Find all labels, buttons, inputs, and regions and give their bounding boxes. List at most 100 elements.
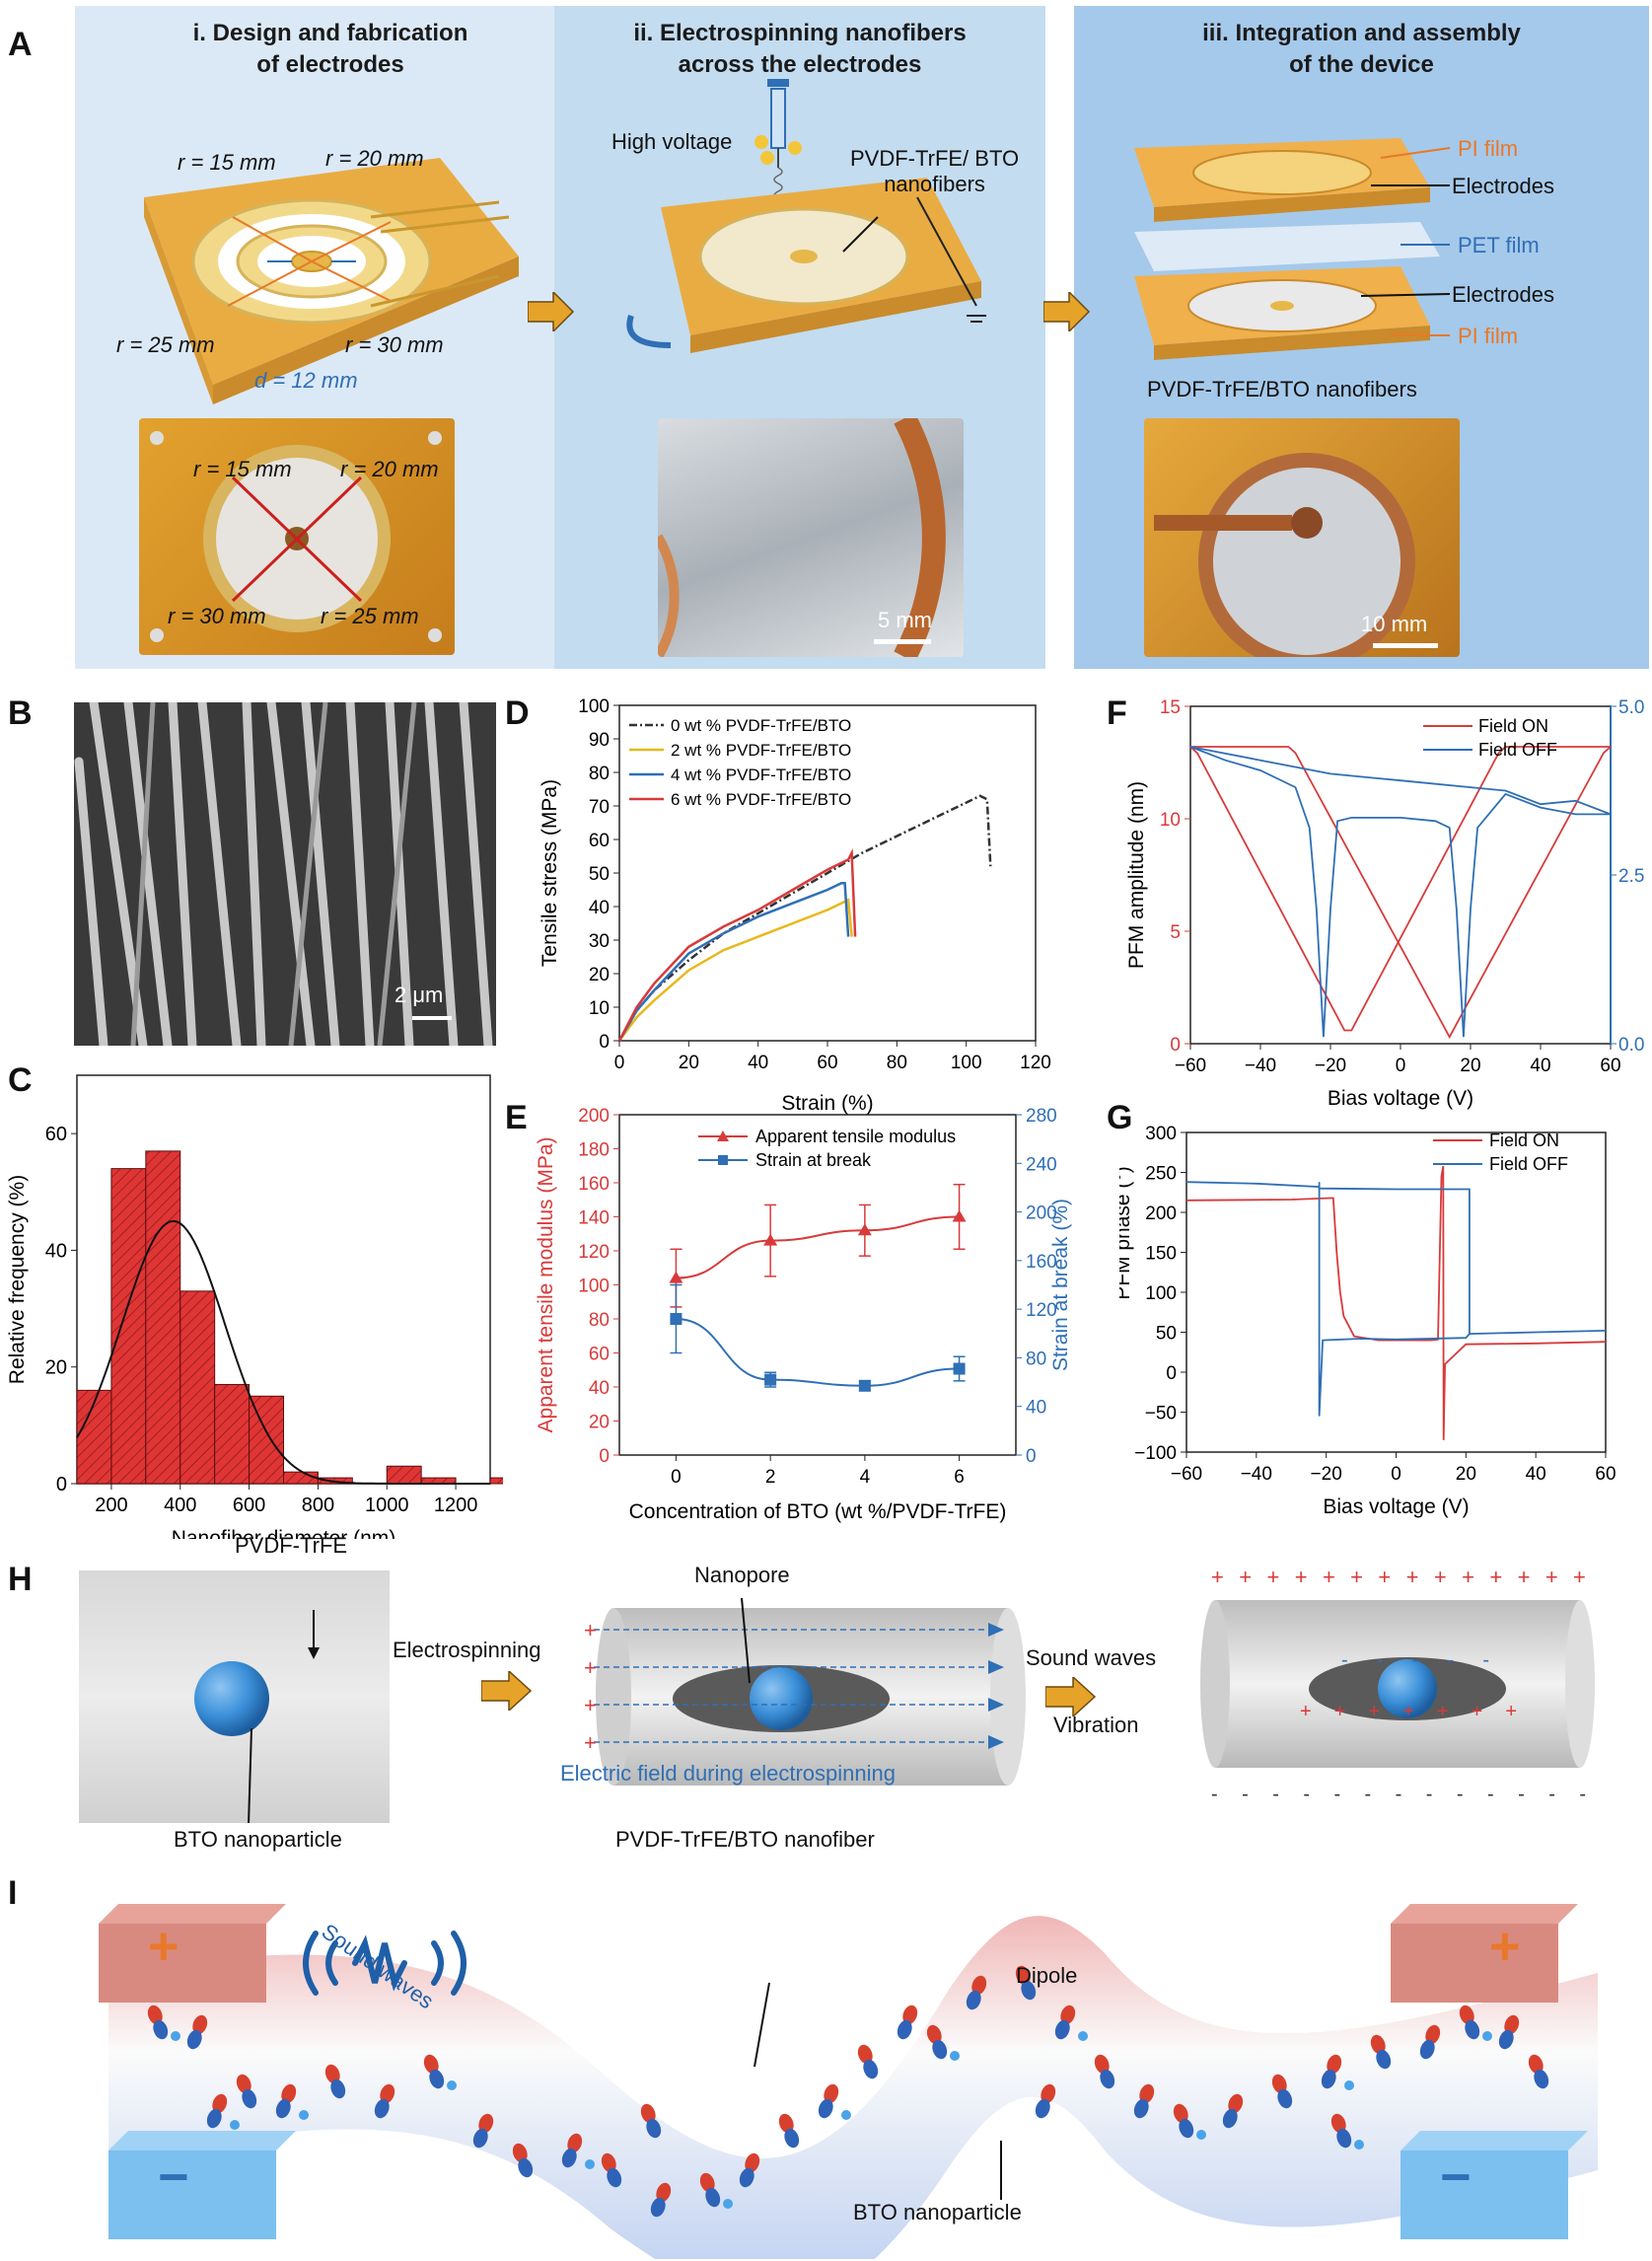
dipole <box>897 2005 918 2040</box>
charge-minus: - <box>1486 1784 1494 1805</box>
cylinder-end-right <box>990 1608 1026 1786</box>
substrate-edge <box>144 197 213 404</box>
assembly-illustration <box>1134 138 1440 360</box>
dipole <box>561 2133 583 2168</box>
stage-1-title: i. Design and fabrication of electrodes <box>192 20 468 78</box>
dipole-positive-end <box>1370 2034 1386 2055</box>
label-electrodes-bottom: Electrodes <box>1452 282 1554 307</box>
pointer-pi-top <box>1380 147 1451 159</box>
label-r30: r = 30 mm <box>345 332 444 357</box>
label-electrodes-top: Electrodes <box>1452 174 1554 198</box>
dipole-negative-end <box>818 2098 833 2119</box>
dipole-positive-end <box>423 2054 439 2075</box>
label-pi-film-bottom: PI film <box>1458 324 1519 348</box>
bto-particle <box>171 2031 180 2041</box>
pore-charge-plus: + <box>1333 1701 1346 1722</box>
label-nanofiber: PVDF-TrFE/BTO nanofiber <box>615 1827 875 1852</box>
device-lead <box>1154 515 1292 531</box>
rotation-arrow <box>626 315 672 348</box>
dipole <box>926 2024 948 2060</box>
charge-plus: + <box>1211 1565 1224 1589</box>
device-photo-drawing <box>1154 453 1415 657</box>
legend-marker <box>718 1155 728 1165</box>
y-left-tick-label: 200 <box>578 1106 610 1127</box>
dipole-negative-end <box>1100 2069 1115 2089</box>
dipole-negative-end <box>206 2108 222 2129</box>
y-right-tick-label: 280 <box>1026 1106 1057 1127</box>
charge-plus: + <box>1405 1565 1419 1589</box>
process-arrow-1 <box>528 292 575 331</box>
dipole <box>699 2172 721 2208</box>
dipole <box>1459 2005 1480 2040</box>
nanofiber-cylinder <box>594 1597 1026 1786</box>
dipole-positive-end <box>478 2113 494 2134</box>
top-electrodes <box>1192 150 1372 195</box>
dipole-positive-end <box>192 2014 208 2035</box>
wavy-fiber <box>108 1916 1598 2259</box>
y-tick-label: 50 <box>1156 1324 1177 1345</box>
dipole-negative-end <box>330 2079 346 2099</box>
dipole-positive-end <box>1528 2054 1544 2075</box>
x-tick-label: −60 <box>1171 1464 1202 1485</box>
dipole-negative-end <box>1133 2098 1149 2119</box>
x-axis-label: Nanofiber diameter (nm) <box>172 1527 396 1539</box>
label-nanopore: Nanopore <box>694 1563 790 1587</box>
nanofiber-photo-drawing <box>658 418 946 657</box>
dipole <box>1528 2054 1549 2089</box>
pointer-electrodes-bottom <box>1360 293 1451 297</box>
y-tick-label: 20 <box>589 965 610 985</box>
dipole-positive-end <box>236 2074 251 2094</box>
panel-letter-e: E <box>505 1099 528 1136</box>
x-tick-label: 100 <box>951 1053 982 1073</box>
radius-arrow-1 <box>232 216 313 262</box>
dipole-positive-end <box>1139 2083 1155 2104</box>
pore-charges: + + + + + + + <box>1300 1701 1517 1723</box>
label-vibration: Vibration <box>1053 1713 1139 1737</box>
dipole-positive-end <box>601 2152 616 2173</box>
poled-fiber-cylinder <box>1200 1600 1595 1768</box>
histogram-bar <box>145 1150 181 1485</box>
charge-minus: - <box>1242 1784 1249 1805</box>
chart-f-pfm-amplitude: Field ON Field OFF −60 −40 −20 0 20 40 60 0 5 10 15 0… <box>1125 697 1644 1110</box>
y-tick-label: 40 <box>589 898 610 918</box>
legend-label: Field OFF <box>1489 1154 1568 1174</box>
charge-minus: - <box>1211 1784 1218 1805</box>
spun-center <box>790 250 818 263</box>
dipole-positive-end <box>778 2113 794 2134</box>
dipole <box>1419 2024 1441 2060</box>
series-line-field-on <box>1190 746 1612 1040</box>
dipole-positive-end <box>656 2182 672 2203</box>
dipole-negative-end <box>705 2187 721 2208</box>
field-plus-4: + <box>584 1730 597 1755</box>
pi-film-top-side <box>1154 187 1430 222</box>
substrate-side <box>213 256 519 404</box>
dipole <box>1054 2005 1076 2040</box>
y-left-tick-label: 5 <box>1170 922 1181 943</box>
y-right-tick-label: 40 <box>1026 1398 1046 1419</box>
charge-plus: + <box>1433 1565 1447 1589</box>
y-tick-label: 30 <box>589 931 610 952</box>
y-tick-label: 100 <box>578 696 610 717</box>
pore-charge-minus: - <box>1447 1649 1455 1671</box>
panel-letter-g: G <box>1107 1099 1133 1136</box>
y-left-tick-label: 140 <box>578 1208 610 1229</box>
x-tick-label: 1000 <box>365 1495 409 1516</box>
dipole-negative-end <box>650 2197 666 2218</box>
charge-plus: + <box>1517 1565 1531 1589</box>
field-plus-3: + <box>584 1693 597 1717</box>
y-tick-label: 50 <box>589 864 610 885</box>
dipole-group <box>147 1965 1549 2218</box>
charge-plus: + <box>1322 1565 1335 1589</box>
arrow-shape <box>1045 1677 1097 1716</box>
sound-wave-icon <box>303 1931 467 1996</box>
bto-particle <box>447 2080 457 2090</box>
dipole <box>374 2083 395 2119</box>
pi-film-bottom-side <box>1154 326 1430 360</box>
screw-hole <box>428 628 442 642</box>
dipole-positive-end <box>1228 2093 1244 2114</box>
y-right-tick-label: 0.0 <box>1618 1035 1644 1056</box>
nanofiber-photo <box>658 418 964 657</box>
dipole-positive-end <box>281 2083 297 2104</box>
legend-label: Field ON <box>1478 716 1548 736</box>
positive-electrode-left <box>99 1924 266 2003</box>
